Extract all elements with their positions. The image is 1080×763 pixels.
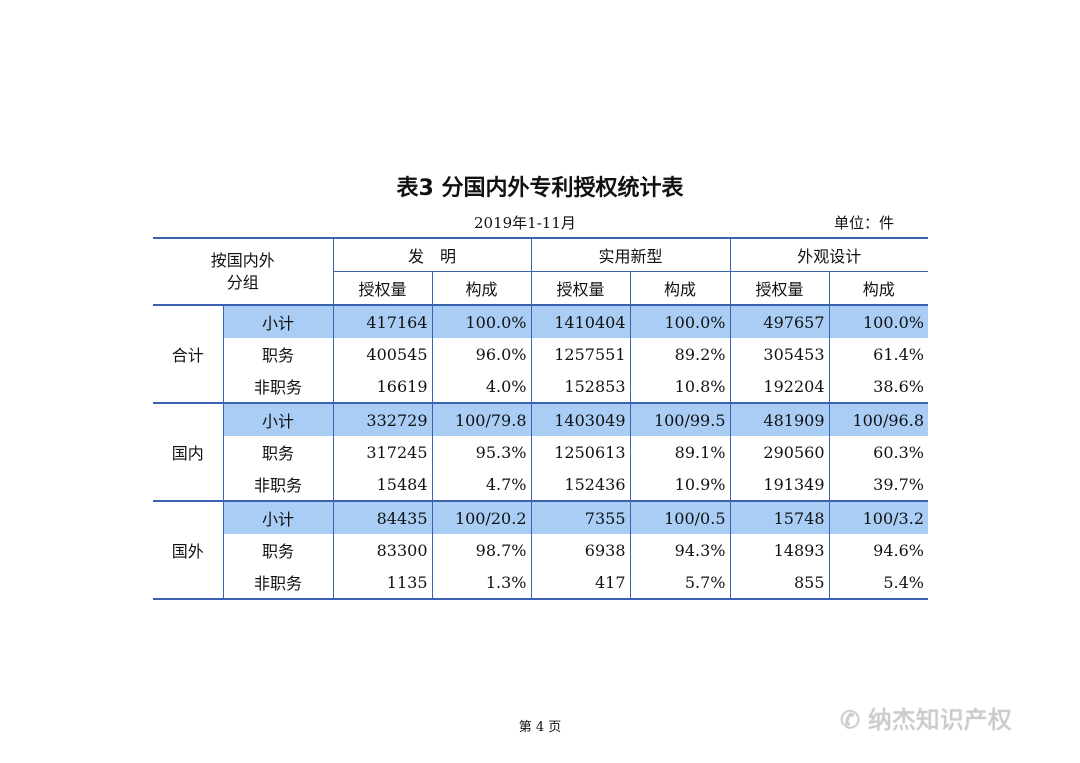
count-cell: 15748 <box>729 501 830 534</box>
group-label: 国内 <box>153 403 224 502</box>
count-cell: 7355 <box>530 501 631 534</box>
row-label: 非职务 <box>222 468 334 502</box>
share-cell: 39.7% <box>828 468 928 502</box>
header-count: 授权量 <box>332 271 433 306</box>
share-cell: 1.3% <box>431 566 532 600</box>
table-row: 非职务 1135 1.3% 417 5.7% 855 5.4% <box>153 566 928 600</box>
share-cell: 100.0% <box>431 305 532 338</box>
row-label: 小计 <box>222 501 334 534</box>
period: 2019年1-11月 <box>474 214 576 232</box>
share-cell: 4.7% <box>431 468 532 502</box>
share-cell: 94.3% <box>629 534 731 566</box>
count-cell: 83300 <box>332 534 433 566</box>
row-label: 职务 <box>222 534 334 566</box>
share-cell: 100/3.2 <box>828 501 928 534</box>
count-cell: 417164 <box>332 305 433 338</box>
header-share: 构成 <box>828 271 928 306</box>
header-share: 构成 <box>629 271 731 306</box>
count-cell: 1135 <box>332 566 433 600</box>
share-cell: 98.7% <box>431 534 532 566</box>
row-label: 职务 <box>222 436 334 468</box>
share-cell: 4.0% <box>431 370 532 404</box>
count-cell: 417 <box>530 566 631 600</box>
watermark: ✆ 纳杰知识产权 <box>840 700 1012 735</box>
row-label: 非职务 <box>222 566 334 600</box>
row-label: 小计 <box>222 305 334 338</box>
share-cell: 100/0.5 <box>629 501 731 534</box>
count-cell: 332729 <box>332 403 433 436</box>
count-cell: 84435 <box>332 501 433 534</box>
share-cell: 89.2% <box>629 338 731 370</box>
share-cell: 100.0% <box>629 305 731 338</box>
count-cell: 290560 <box>729 436 830 468</box>
row-label: 非职务 <box>222 370 334 404</box>
share-cell: 61.4% <box>828 338 928 370</box>
share-cell: 5.7% <box>629 566 731 600</box>
header-design: 外观设计 <box>729 238 928 272</box>
table-row: 职务 400545 96.0% 1257551 89.2% 305453 61.4% <box>153 338 928 370</box>
table-row: 职务 83300 98.7% 6938 94.3% 14893 94.6% <box>153 534 928 566</box>
group-label: 国外 <box>153 501 224 600</box>
share-cell: 94.6% <box>828 534 928 566</box>
table-row: 职务 317245 95.3% 1250613 89.1% 290560 60.3% <box>153 436 928 468</box>
count-cell: 192204 <box>729 370 830 404</box>
share-cell: 100/79.8 <box>431 403 532 436</box>
wechat-icon: ✆ <box>840 706 868 734</box>
table-row: 非职务 15484 4.7% 152436 10.9% 191349 39.7% <box>153 468 928 502</box>
table-title: 表3 分国内外专利授权统计表 <box>396 176 684 201</box>
share-cell: 100/96.8 <box>828 403 928 436</box>
share-cell: 5.4% <box>828 566 928 600</box>
patent-stats-table: 按国内外分组 发 明 实用新型 外观设计 授权量 构成 授权量 构成 授权量 构… <box>153 237 928 600</box>
share-cell: 10.8% <box>629 370 731 404</box>
share-cell: 95.3% <box>431 436 532 468</box>
count-cell: 855 <box>729 566 830 600</box>
share-cell: 100/99.5 <box>629 403 731 436</box>
row-label: 小计 <box>222 403 334 436</box>
count-cell: 1250613 <box>530 436 631 468</box>
table-row: 国内 小计 332729 100/79.8 1403049 100/99.5 481909 1… <box>153 403 928 502</box>
count-cell: 1410404 <box>530 305 631 338</box>
header-group: 按国内外分组 <box>153 238 334 306</box>
share-cell: 38.6% <box>828 370 928 404</box>
share-cell: 89.1% <box>629 436 731 468</box>
count-cell: 305453 <box>729 338 830 370</box>
header-count: 授权量 <box>729 271 830 306</box>
count-cell: 497657 <box>729 305 830 338</box>
table-row: 国外 小计 84435 100/20.2 7355 100/0.5 15748 100/3.2 <box>153 501 928 600</box>
group-label: 合计 <box>153 305 224 404</box>
share-cell: 60.3% <box>828 436 928 468</box>
count-cell: 16619 <box>332 370 433 404</box>
table-row: 非职务 16619 4.0% 152853 10.8% 192204 38.6% <box>153 370 928 404</box>
share-cell: 96.0% <box>431 338 532 370</box>
count-cell: 481909 <box>729 403 830 436</box>
page-number: 第 4 页 <box>518 720 562 735</box>
share-cell: 10.9% <box>629 468 731 502</box>
count-cell: 317245 <box>332 436 433 468</box>
header-utility: 实用新型 <box>530 238 731 272</box>
table-row: 合计 小计 417164 100.0% 1410404 100.0% 497657 100.0… <box>153 305 928 404</box>
header-invention: 发 明 <box>332 238 532 272</box>
share-cell: 100/20.2 <box>431 501 532 534</box>
header-group-text: 按国内外分组 <box>210 250 275 292</box>
count-cell: 1403049 <box>530 403 631 436</box>
count-cell: 15484 <box>332 468 433 502</box>
header-count: 授权量 <box>530 271 631 306</box>
unit-label: 单位：件 <box>834 214 895 232</box>
watermark-text: 纳杰知识产权 <box>867 706 1012 734</box>
share-cell: 100.0% <box>828 305 928 338</box>
count-cell: 14893 <box>729 534 830 566</box>
count-cell: 6938 <box>530 534 631 566</box>
count-cell: 1257551 <box>530 338 631 370</box>
header-share: 构成 <box>431 271 532 306</box>
count-cell: 152853 <box>530 370 631 404</box>
count-cell: 191349 <box>729 468 830 502</box>
count-cell: 152436 <box>530 468 631 502</box>
count-cell: 400545 <box>332 338 433 370</box>
row-label: 职务 <box>222 338 334 370</box>
